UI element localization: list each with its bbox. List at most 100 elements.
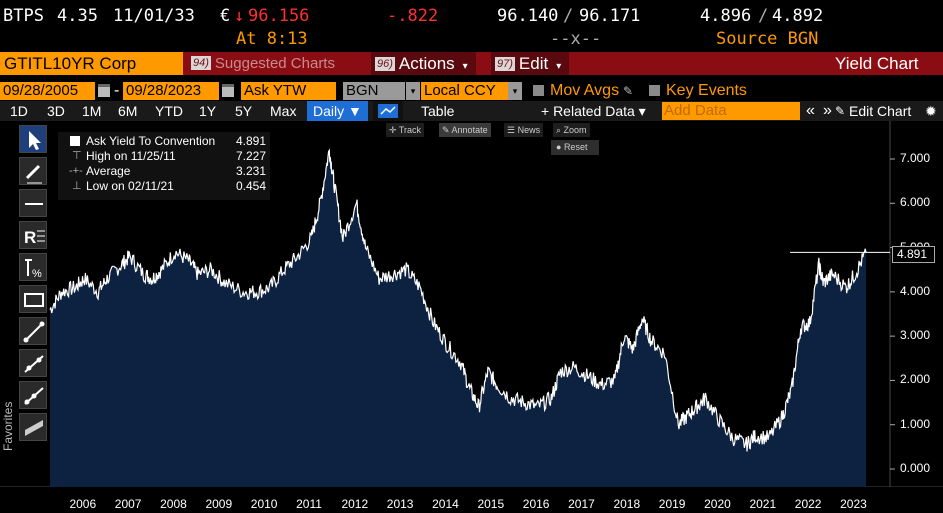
annotate-button[interactable]: ✎ Annotate	[439, 123, 491, 137]
legend-name: Ask Yield To Convention	[86, 134, 216, 148]
text-tool-icon[interactable]: R	[19, 221, 47, 249]
x-tick-label: 2017	[568, 497, 595, 511]
period-1d[interactable]: 1D	[10, 103, 28, 119]
period-3d[interactable]: 3D	[47, 103, 65, 119]
rectangle-tool-icon[interactable]	[19, 285, 47, 313]
x-tick-label: 2019	[658, 497, 686, 511]
horizontal-line-icon[interactable]	[19, 189, 47, 217]
actions-caret-icon: ▾	[462, 61, 468, 72]
yield-line	[49, 148, 867, 452]
edit-label: Edit	[518, 54, 549, 73]
calendar-icon[interactable]	[98, 84, 110, 97]
fibonacci-tool-icon[interactable]	[19, 381, 47, 409]
quote-ticker: BTPS	[3, 6, 44, 26]
actions-label: Actions	[398, 54, 455, 73]
news-icon: ☰	[507, 125, 518, 135]
track-button[interactable]: ✛ Track	[386, 123, 425, 137]
end-date-field[interactable]: 09/28/2023	[123, 82, 219, 100]
start-date-field[interactable]: 09/28/2005	[0, 82, 95, 100]
pencil-icon[interactable]: ✎	[835, 104, 846, 118]
x-tick-label: 2023	[840, 497, 867, 511]
x-tick-label: 2010	[250, 497, 278, 511]
period-5y[interactable]: 5Y	[235, 103, 253, 119]
y-tick-label: 1.000	[900, 416, 931, 431]
x-tick-label: 2012	[341, 497, 369, 511]
frequency-dropdown[interactable]: Daily ▼	[307, 101, 368, 121]
chevron-down-icon[interactable]: ▾	[508, 82, 522, 100]
scroll-right-icon[interactable]: »	[823, 102, 832, 119]
zoom-button[interactable]: ⌕ Zoom	[553, 123, 590, 137]
x-tick-label: 2008	[160, 497, 187, 511]
x-tick-label: 2009	[205, 497, 233, 511]
page-title: Yield Chart	[835, 54, 919, 73]
high-marker-icon: ⊤	[72, 150, 82, 162]
last-value-label: 4.891	[892, 246, 935, 263]
currency-field[interactable]: Local CCY	[421, 82, 508, 100]
legend-name: High on 11/25/11	[86, 149, 176, 163]
legend-name: Low on 02/11/21	[86, 179, 174, 193]
period-1m[interactable]: 1M	[82, 103, 102, 119]
table-button[interactable]: Table	[421, 103, 455, 119]
line-chart-icon[interactable]	[373, 101, 403, 121]
favorites-label: Favorites	[1, 401, 15, 451]
percent-change-icon[interactable]: %	[19, 253, 47, 281]
quote-bid-price: 96.140	[497, 6, 559, 26]
ruler-tool-icon[interactable]	[19, 413, 47, 441]
select-arrow-icon[interactable]	[19, 125, 47, 153]
period-6m[interactable]: 6M	[118, 103, 138, 119]
x-tick-label: 2016	[522, 497, 550, 511]
zoom-icon: ⌕	[556, 125, 564, 135]
chevron-down-icon[interactable]: ▾	[406, 82, 420, 100]
edit-caret-icon: ▾	[556, 61, 562, 72]
y-tick-label: 4.000	[900, 283, 931, 298]
track-label: Track	[398, 125, 422, 135]
pencil-icon[interactable]: ✎	[623, 84, 634, 98]
quote-size: --x--	[550, 29, 602, 49]
low-marker-icon: ⊥	[72, 180, 82, 192]
quote-source: Source BGN	[716, 29, 819, 49]
scroll-left-icon[interactable]: «	[806, 102, 815, 119]
pen-tool-icon[interactable]	[19, 157, 47, 185]
trend-line-icon[interactable]	[19, 317, 47, 345]
quote-header: BTPS 4.35 11/01/33 € ↓ 96.156 -.822 At 8…	[0, 0, 943, 50]
news-button[interactable]: ☰ News	[504, 123, 544, 137]
legend-row[interactable]: Ask Yield To Convention 4.891	[58, 134, 270, 149]
period-1y[interactable]: 1Y	[199, 103, 217, 119]
suggested-charts-button[interactable]: 94) Suggested Charts	[185, 52, 367, 75]
calendar-icon[interactable]	[222, 84, 234, 97]
x-tick-label: 2021	[749, 497, 777, 511]
reset-icon: ●	[556, 142, 564, 152]
related-data-dropdown[interactable]: + Related Data ▾	[541, 103, 646, 119]
date-dash: -	[114, 82, 120, 99]
quote-last-price: 96.156	[248, 6, 310, 26]
x-tick-label: 2015	[477, 497, 505, 511]
mov-avgs-checkbox[interactable]	[533, 85, 544, 96]
control-bar: 09/28/2005 - 09/28/2023 Ask YTW BGN ▾ Lo…	[0, 80, 943, 101]
quote-change: -.822	[387, 6, 439, 26]
field-selector[interactable]: Ask YTW	[241, 82, 336, 100]
edit-button[interactable]: 97) Edit ▾	[491, 52, 570, 75]
source-field[interactable]: BGN	[343, 82, 405, 100]
favorites-tab[interactable]: Favorites	[1, 371, 15, 451]
gear-icon[interactable]: ✹	[925, 103, 937, 119]
key-events-checkbox[interactable]	[649, 85, 660, 96]
legend-value: 0.454	[236, 179, 267, 193]
quote-yield-sep: /	[758, 6, 769, 26]
quote-coupon: 4.35	[57, 6, 98, 26]
x-tick-label: 2018	[613, 497, 641, 511]
down-arrow-icon: ↓	[234, 6, 245, 26]
security-input[interactable]: GTITL10YR Corp	[0, 52, 183, 75]
reset-button[interactable]: ● Reset	[551, 140, 599, 155]
crosshair-icon: ✛	[389, 125, 399, 135]
x-tick-label: 2014	[432, 497, 459, 511]
edit-chart-button[interactable]: Edit Chart	[849, 103, 912, 119]
suggested-num: 94)	[191, 56, 211, 70]
x-tick-label: 2022	[794, 497, 822, 511]
period-ytd[interactable]: YTD	[155, 103, 183, 119]
channel-tool-icon[interactable]	[19, 349, 47, 377]
actions-button[interactable]: 96) Actions ▾	[371, 52, 476, 75]
zoom-label: Zoom	[563, 125, 587, 135]
period-max[interactable]: Max	[270, 103, 297, 119]
add-data-input[interactable]: Add Data	[662, 102, 800, 120]
legend-value: 3.231	[236, 164, 267, 178]
